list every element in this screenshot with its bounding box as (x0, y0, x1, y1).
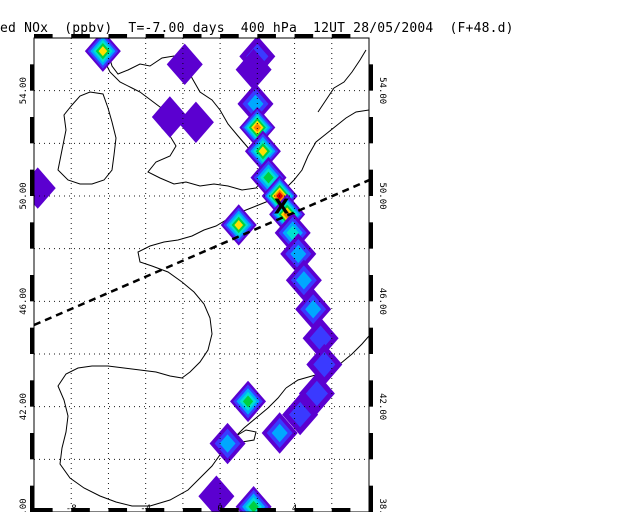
lat-tick-label-right: 38.00 (377, 498, 387, 512)
plume-contour-level (151, 96, 188, 138)
border-segment (182, 508, 202, 512)
border-segment (30, 169, 34, 196)
border-segment (220, 34, 239, 38)
plume-contour-level (313, 351, 336, 378)
border-segment (369, 64, 373, 91)
border-segment (30, 433, 34, 460)
border-segment (30, 275, 34, 302)
nox-plume-layer (34, 38, 343, 512)
plume-contour-level (305, 380, 328, 407)
plume-contour-level (271, 423, 288, 443)
border-segment (220, 508, 239, 512)
lon-tick-label: 0 (217, 504, 222, 512)
plume-contour-level (166, 43, 203, 86)
plume-contour-level (177, 101, 214, 143)
plume-contour-level (235, 48, 272, 91)
border-segment (369, 380, 373, 407)
plume-contour-level (242, 395, 254, 408)
border-segment (369, 169, 373, 196)
plume-cell (220, 204, 257, 246)
lat-tick-label-left: 38.00 (19, 498, 29, 512)
lat-tick-label-right: 54.00 (377, 77, 387, 104)
plume-contour-level (305, 300, 322, 319)
border-segment (30, 327, 34, 354)
border-segment (30, 380, 34, 407)
border-segment (257, 34, 276, 38)
lat-lon-grid (34, 38, 369, 512)
axis-tick-labels: 38.00 42.00 46.00 50.00 54.00 38.00 42.00 46.00… (19, 77, 387, 512)
plume-contour-level (247, 94, 264, 114)
plume-cell (282, 393, 319, 436)
lat-tick-label-right: 50.00 (377, 182, 387, 209)
plume-cell (166, 43, 203, 86)
lat-tick-label-right: 46.00 (377, 288, 387, 315)
border-segment (369, 275, 373, 302)
plume-cell (261, 412, 298, 454)
plume-cell (302, 317, 339, 359)
plume-contour-level (286, 225, 299, 241)
lat-tick-label-left: 46.00 (19, 288, 29, 315)
border-segment (34, 508, 53, 512)
border-segment (369, 117, 373, 144)
lat-tick-label-left: 50.00 (19, 182, 29, 209)
border-segment (145, 34, 165, 38)
border-segment (182, 34, 202, 38)
plume-cell (230, 380, 267, 423)
border-segment (331, 508, 351, 512)
coastline (57, 38, 369, 507)
plume-contour-level (219, 434, 236, 453)
plume-cell (235, 486, 272, 512)
plume-contour-level (34, 167, 56, 209)
border-segment (331, 34, 351, 38)
border-segment (30, 485, 34, 512)
plume-contour-level (98, 46, 108, 57)
plume-contour-level (234, 219, 244, 230)
plume-cell (209, 422, 246, 465)
lon-tick-label: 4 (292, 504, 297, 512)
plume-cell (237, 83, 274, 125)
lat-tick-label-left: 42.00 (19, 393, 29, 420)
lat-tick-label-left: 54.00 (19, 77, 29, 104)
border-segment (294, 508, 314, 512)
map-border-ticks (30, 34, 373, 512)
plume-contour-level (258, 146, 268, 157)
border-segment (145, 508, 165, 512)
plume-cell (177, 101, 214, 143)
source-marker: X (274, 195, 290, 219)
border-segment (369, 327, 373, 354)
border-segment (30, 64, 34, 91)
plume-contour-level (198, 475, 235, 512)
plume-contour-level (263, 171, 274, 184)
plume-contour-level (248, 500, 259, 512)
border-segment (369, 485, 373, 512)
border-segment (108, 34, 128, 38)
border-segment (369, 433, 373, 460)
border-segment (30, 222, 34, 249)
lon-tick-label: -8 (66, 504, 77, 512)
lat-tick-label-right: 42.00 (377, 393, 387, 420)
plume-cell (34, 167, 56, 209)
border-segment (108, 508, 128, 512)
border-segment (71, 34, 90, 38)
plume-cell (151, 96, 188, 138)
plume-contour-level (309, 325, 332, 351)
border-segment (34, 34, 53, 38)
border-segment (71, 508, 90, 512)
plume-contour-level (295, 271, 312, 290)
border-segment (294, 34, 314, 38)
plume-cell (198, 475, 235, 512)
plume-contour-level (253, 123, 262, 132)
plume-cell (235, 48, 272, 91)
border-segment (257, 508, 276, 512)
plume-cell (84, 38, 121, 72)
map-title: ed NOx (ppbv) T=-7.00 days 400 hPa 12UT … (0, 21, 514, 36)
border-segment (369, 222, 373, 249)
plume-cell (244, 130, 281, 172)
lon-tick-label: -4 (140, 504, 151, 512)
border-segment (30, 117, 34, 144)
plume-contour-level (289, 401, 312, 428)
